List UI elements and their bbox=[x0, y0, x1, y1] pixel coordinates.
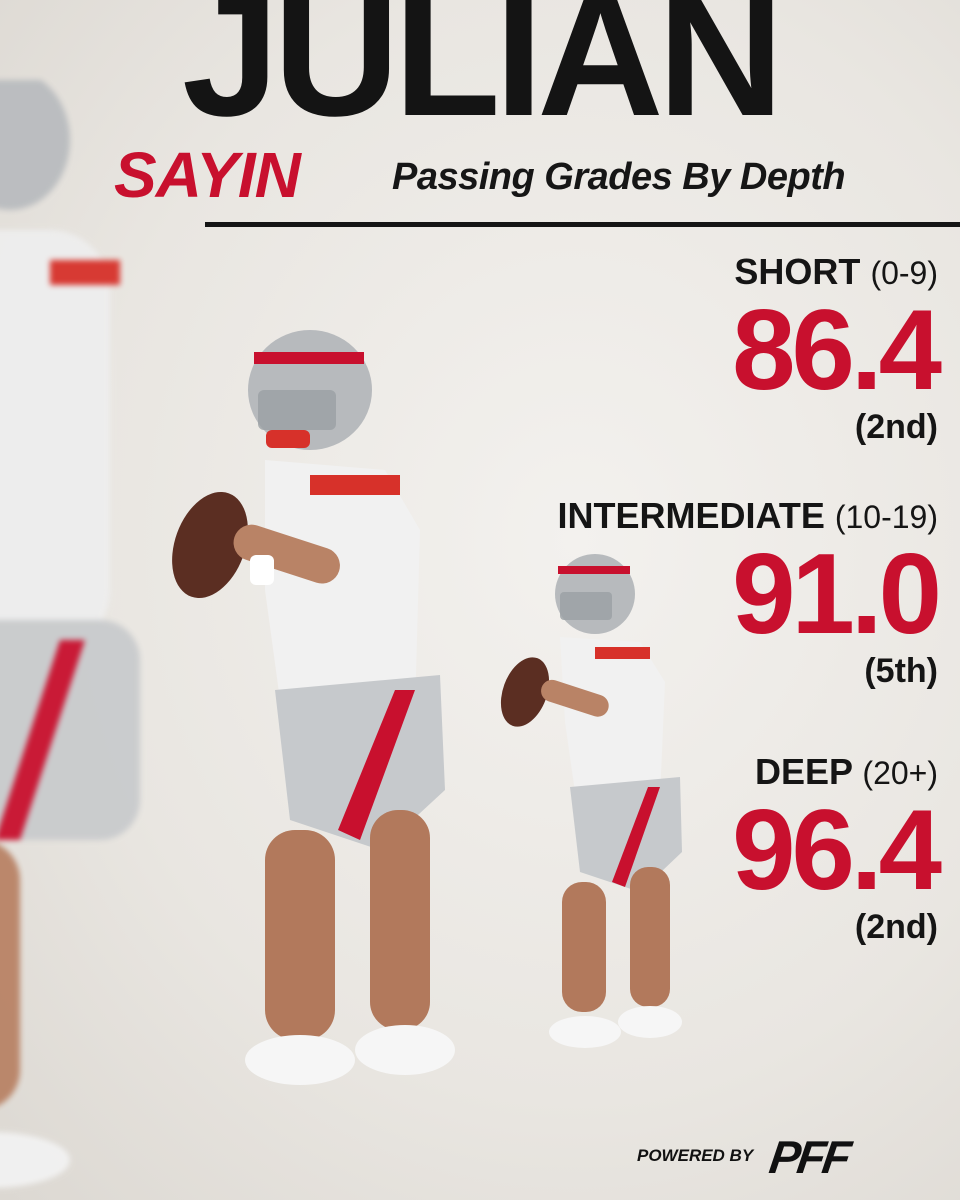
stat-label: SHORT (0-9) bbox=[732, 252, 938, 293]
stat-depth-name: INTERMEDIATE bbox=[557, 495, 825, 536]
stat-depth-name: DEEP bbox=[755, 751, 853, 792]
graphic-subtitle: Passing Grades By Depth bbox=[392, 156, 846, 198]
stat-depth-name: SHORT bbox=[734, 251, 861, 292]
player-large-figure bbox=[172, 330, 455, 1085]
powered-by-text: POWERED BY bbox=[637, 1146, 754, 1165]
stat-rank: (2nd) bbox=[854, 408, 938, 446]
stat-grade: 86.4 bbox=[732, 287, 942, 414]
player-blurred-figure bbox=[0, 80, 140, 1188]
stat-label: INTERMEDIATE (10-19) bbox=[558, 496, 939, 537]
player-first-name: JULIAN bbox=[182, 0, 784, 153]
stat-depth-range: (0-9) bbox=[870, 255, 938, 291]
stat-deep: DEEP (20+) 96.4 (2nd) bbox=[732, 752, 942, 947]
stat-rank: (2nd) bbox=[854, 908, 938, 946]
player-small-figure bbox=[500, 554, 682, 1048]
stat-intermediate: INTERMEDIATE (10-19) 91.0 (5th) bbox=[558, 496, 942, 691]
stat-grade: 91.0 bbox=[732, 531, 942, 658]
stat-depth-range: (20+) bbox=[862, 755, 938, 791]
header-divider bbox=[205, 222, 960, 227]
stat-depth-range: (10-19) bbox=[834, 499, 938, 535]
stat-label: DEEP (20+) bbox=[732, 752, 938, 793]
stat-grade: 96.4 bbox=[732, 787, 942, 914]
player-last-name: SAYIN bbox=[114, 139, 301, 211]
pff-logo: PFF bbox=[766, 1131, 852, 1183]
stat-short: SHORT (0-9) 86.4 (2nd) bbox=[732, 252, 942, 447]
stat-rank: (5th) bbox=[864, 652, 938, 690]
